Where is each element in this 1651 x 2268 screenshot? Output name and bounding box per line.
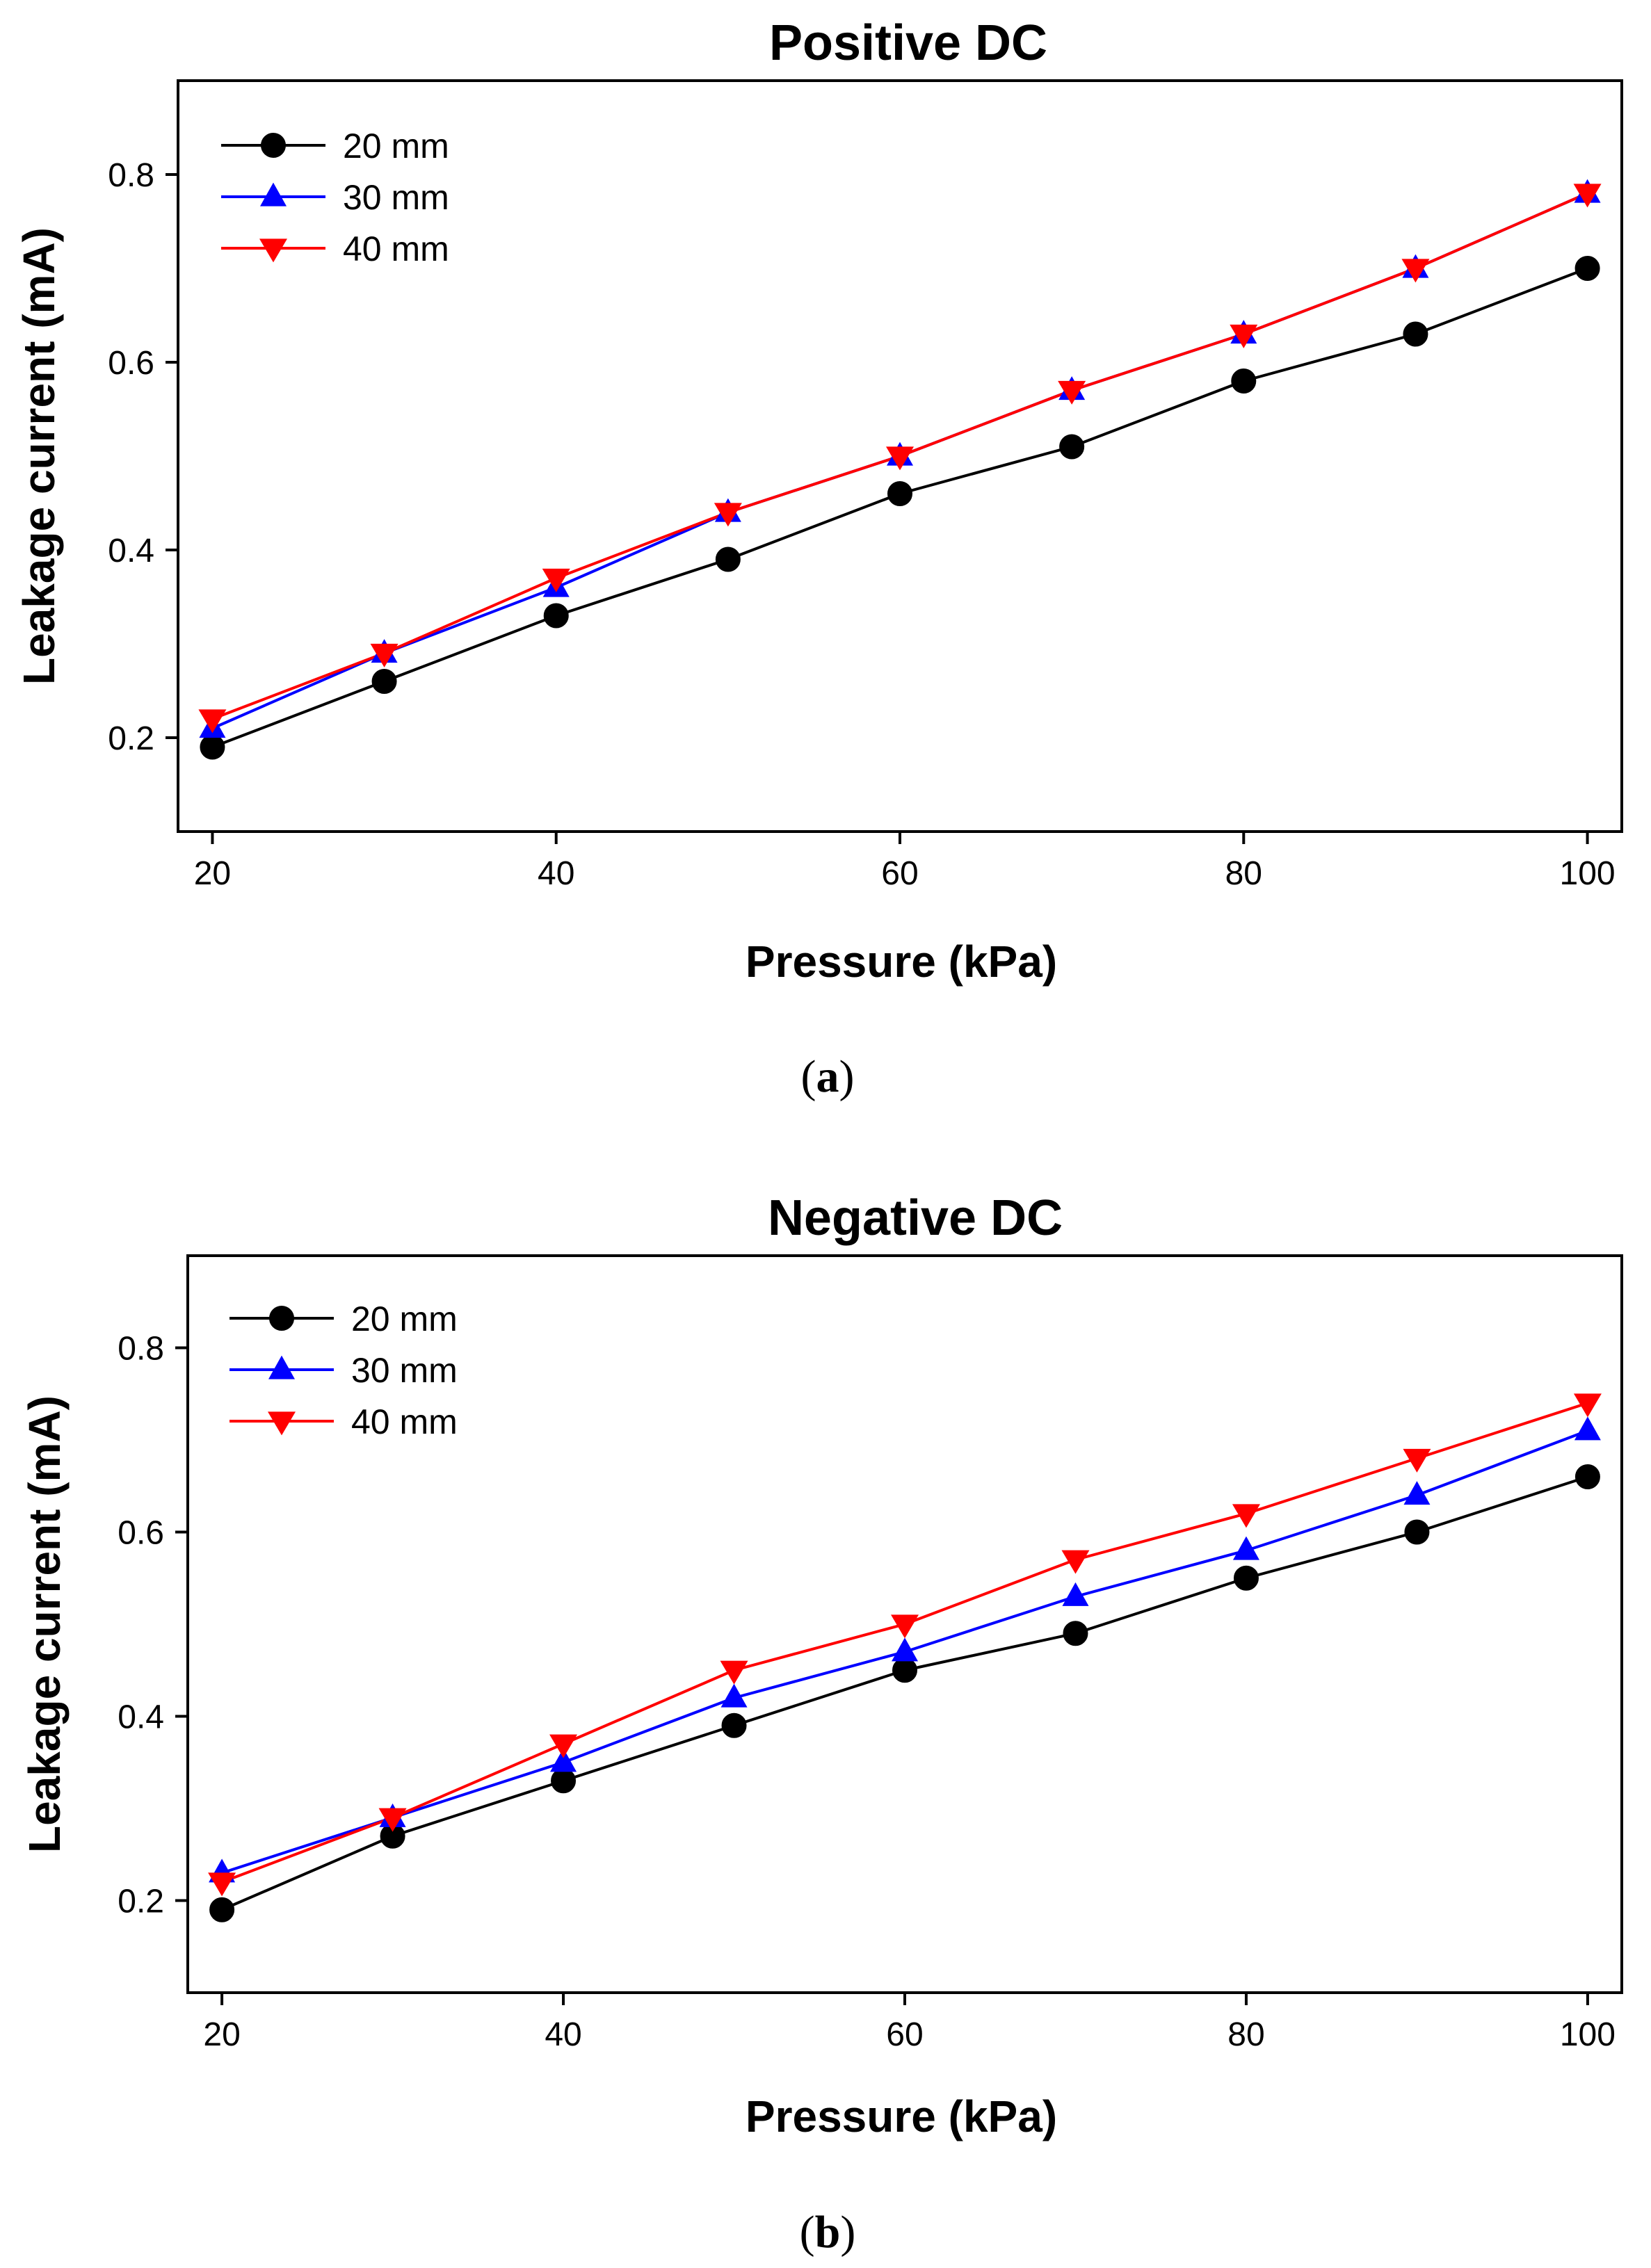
- data-point: [1401, 259, 1430, 283]
- data-point: [551, 1768, 577, 1794]
- legend-marker: [261, 133, 286, 158]
- y-tick-label: 0.2: [108, 720, 154, 757]
- legend-label: 40 mm: [351, 1402, 458, 1441]
- x-tick-label: 80: [1225, 855, 1262, 892]
- data-point: [208, 1872, 236, 1897]
- axis-ticks: 20 40 60 80 100 0.2 0.4 0.6 0.8: [108, 157, 1615, 892]
- x-tick-label: 80: [1227, 2016, 1264, 2053]
- data-point: [1573, 184, 1602, 208]
- legend-label: 40 mm: [343, 229, 449, 268]
- data-point: [543, 603, 569, 629]
- axis-ticks: 20 40 60 80 100 0.2 0.4 0.6 0.8: [118, 1331, 1616, 2054]
- x-axis-label: Pressure (kPa): [746, 2091, 1057, 2141]
- x-tick-label: 20: [203, 2016, 240, 2053]
- data-point: [1573, 1393, 1602, 1418]
- x-tick-label: 60: [886, 2016, 923, 2053]
- chart-positive-dc: Positive DC 20 40 60 80 100 0.2 0.4 0.6 0.8 20 m…: [14, 15, 1623, 1102]
- data-point: [1574, 1416, 1601, 1441]
- legend: 20 mm 30 mm 40 mm: [221, 127, 449, 268]
- x-tick-label: 40: [538, 855, 574, 892]
- y-tick-label: 0.8: [108, 157, 154, 194]
- data-point: [1058, 380, 1086, 405]
- data-point: [892, 1637, 918, 1662]
- legend-marker: [268, 1355, 295, 1379]
- data-point: [892, 1658, 917, 1683]
- data-marks: [208, 1393, 1602, 1922]
- data-point: [1231, 368, 1257, 394]
- y-tick-label: 0.4: [118, 1699, 164, 1736]
- data-point: [1575, 1464, 1600, 1489]
- data-point: [198, 709, 227, 734]
- y-tick-label: 0.8: [118, 1331, 164, 1368]
- legend-label: 20 mm: [343, 127, 449, 165]
- series-line: [221, 1475, 1588, 1911]
- data-point: [1575, 256, 1600, 281]
- y-axis-label: Leakage current (mA): [19, 1395, 70, 1853]
- data-point: [886, 446, 914, 471]
- y-tick-label: 0.2: [118, 1884, 164, 1920]
- data-point: [720, 1660, 748, 1685]
- data-point: [720, 1683, 748, 1708]
- legend-label: 30 mm: [351, 1351, 458, 1390]
- panel-letter: a: [816, 1051, 839, 1102]
- data-point: [1232, 1504, 1260, 1528]
- y-tick-label: 0.6: [118, 1515, 164, 1552]
- y-axis-label: Leakage current (mA): [14, 227, 64, 685]
- legend-marker: [260, 182, 287, 206]
- data-point: [714, 503, 742, 527]
- data-point: [378, 1808, 407, 1832]
- data-point: [550, 1748, 577, 1772]
- x-tick-label: 20: [194, 855, 231, 892]
- data-point: [1403, 321, 1428, 347]
- data-point: [891, 1614, 919, 1639]
- legend-marker: [259, 238, 287, 263]
- x-tick-label: 100: [1560, 855, 1616, 892]
- chart-negative-dc: Negative DC 20 40 60 80 100 0.2 0.4 0.6 0.8 20 m…: [19, 1190, 1623, 2258]
- data-point: [1230, 324, 1258, 348]
- data-point: [370, 643, 398, 667]
- data-marks: [198, 179, 1602, 760]
- data-point: [1232, 1536, 1259, 1560]
- panel-letter: b: [815, 2207, 841, 2258]
- data-point: [1404, 1519, 1430, 1545]
- legend-marker: [268, 1411, 296, 1436]
- panel-caption: (a): [801, 1051, 855, 1102]
- x-axis-label: Pressure (kPa): [746, 937, 1057, 987]
- chart-title: Positive DC: [769, 15, 1047, 71]
- data-point: [1403, 1448, 1431, 1473]
- data-point: [721, 1712, 747, 1738]
- legend-label: 20 mm: [351, 1299, 458, 1338]
- data-point: [715, 546, 741, 572]
- data-point: [1059, 434, 1085, 460]
- legend-marker: [269, 1306, 294, 1331]
- x-tick-label: 60: [881, 855, 918, 892]
- data-point: [200, 734, 225, 760]
- series-line: [211, 267, 1588, 749]
- data-point: [1061, 1550, 1090, 1574]
- chart-title: Negative DC: [768, 1190, 1063, 1246]
- data-point: [1062, 1582, 1089, 1606]
- data-point: [371, 669, 397, 694]
- x-tick-label: 100: [1560, 2016, 1616, 2053]
- legend: 20 mm 30 mm 40 mm: [229, 1299, 458, 1441]
- data-point: [887, 481, 912, 506]
- data-point: [542, 568, 570, 592]
- legend-label: 30 mm: [343, 178, 449, 217]
- y-tick-label: 0.4: [108, 533, 154, 569]
- y-tick-label: 0.6: [108, 345, 154, 382]
- x-tick-label: 40: [545, 2016, 581, 2053]
- panel-caption: (b): [800, 2207, 856, 2258]
- data-point: [549, 1734, 578, 1758]
- data-point: [209, 1897, 235, 1922]
- data-point: [1063, 1621, 1088, 1646]
- data-point: [1233, 1565, 1259, 1591]
- data-point: [1403, 1481, 1431, 1505]
